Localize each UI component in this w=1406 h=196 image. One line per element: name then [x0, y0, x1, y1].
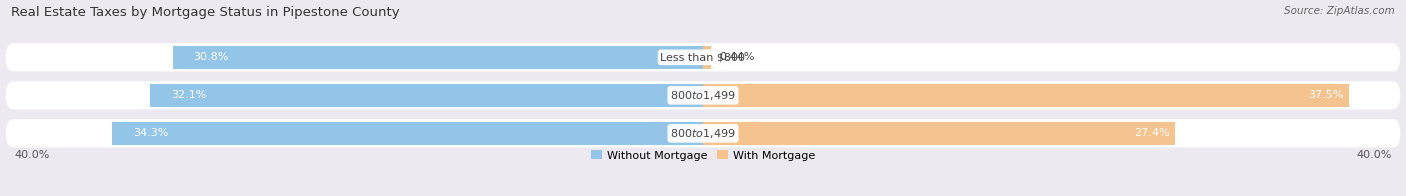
Text: 34.3%: 34.3%: [134, 128, 169, 138]
Text: Real Estate Taxes by Mortgage Status in Pipestone County: Real Estate Taxes by Mortgage Status in …: [11, 6, 399, 19]
Text: 40.0%: 40.0%: [1357, 150, 1392, 160]
FancyBboxPatch shape: [6, 43, 1400, 71]
Text: 0.44%: 0.44%: [720, 52, 755, 62]
Text: 37.5%: 37.5%: [1309, 90, 1344, 100]
Text: Less than $800: Less than $800: [661, 52, 745, 62]
Text: 30.8%: 30.8%: [193, 52, 229, 62]
Text: $800 to $1,499: $800 to $1,499: [671, 127, 735, 140]
Text: $800 to $1,499: $800 to $1,499: [671, 89, 735, 102]
Bar: [112, 122, 703, 145]
Text: Source: ZipAtlas.com: Source: ZipAtlas.com: [1284, 6, 1395, 16]
FancyBboxPatch shape: [6, 81, 1400, 109]
Text: 40.0%: 40.0%: [14, 150, 49, 160]
Bar: [703, 83, 1348, 107]
Bar: [703, 45, 710, 69]
Bar: [703, 122, 1175, 145]
FancyBboxPatch shape: [6, 119, 1400, 147]
Bar: [173, 45, 703, 69]
Text: 32.1%: 32.1%: [170, 90, 207, 100]
Legend: Without Mortgage, With Mortgage: Without Mortgage, With Mortgage: [586, 146, 820, 165]
Text: 27.4%: 27.4%: [1135, 128, 1170, 138]
Bar: [150, 83, 703, 107]
